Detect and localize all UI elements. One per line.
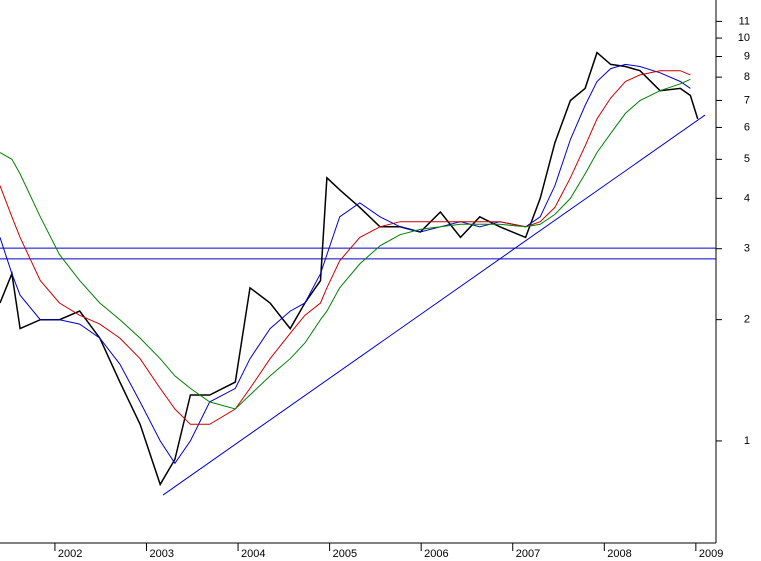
- series-line: [0, 70, 691, 425]
- x-tick-label: 2004: [241, 548, 265, 560]
- series-line: [0, 51, 699, 487]
- y-tick-label: 5: [744, 153, 750, 165]
- series-line: [0, 78, 691, 410]
- series-line: [0, 63, 691, 465]
- x-tick-label: 2003: [149, 548, 173, 560]
- y-tick-label: 8: [744, 71, 750, 83]
- y-tick-label: 4: [744, 192, 750, 204]
- x-tick-label: 2005: [333, 548, 357, 560]
- y-tick-label: 9: [744, 50, 750, 62]
- y-tick-label: 7: [744, 94, 750, 106]
- x-tick-label: 2008: [607, 548, 631, 560]
- y-tick-label: 1: [744, 435, 750, 447]
- y-tick-label: 6: [744, 121, 750, 133]
- y-tick-label: 3: [744, 243, 750, 255]
- y-tick-label: 11: [739, 15, 750, 27]
- trendline: [162, 114, 706, 496]
- x-tick-label: 2006: [424, 548, 448, 560]
- x-tick-label: 2002: [58, 548, 82, 560]
- y-tick-label: 10: [738, 32, 750, 44]
- x-tick-label: 2007: [516, 548, 540, 560]
- x-tick-label: 2009: [699, 548, 723, 560]
- y-tick-label: 2: [744, 314, 750, 326]
